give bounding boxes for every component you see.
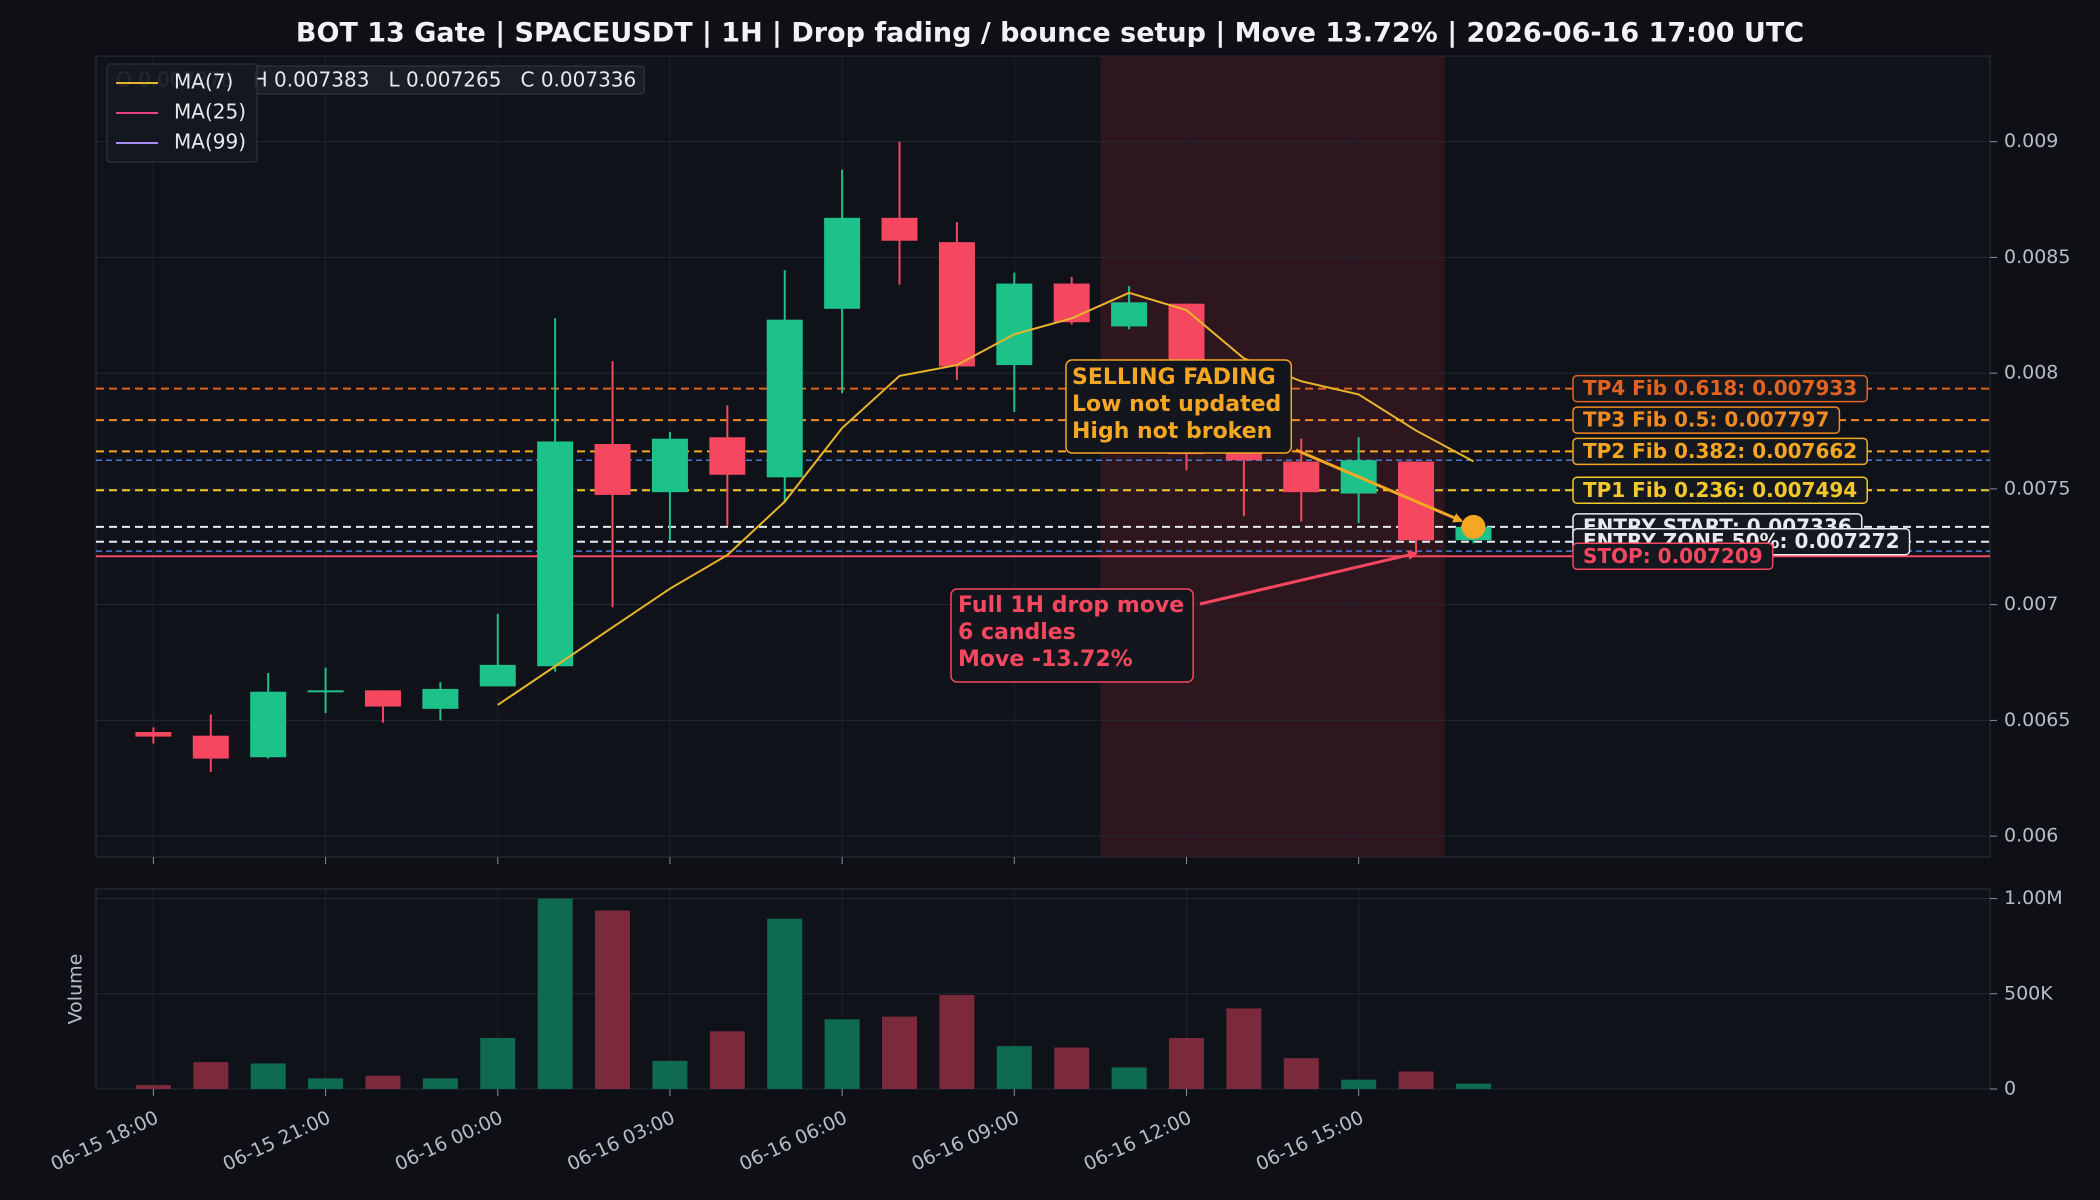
volume-bar	[1226, 1008, 1262, 1089]
y-tick-label: 500K	[2004, 982, 2053, 1004]
level-label: TP4 Fib 0.618: 0.007933	[1572, 374, 1868, 403]
volume-bar	[308, 1078, 344, 1089]
volume-bar	[480, 1037, 516, 1089]
y-tick-label: 0.006	[2004, 825, 2058, 847]
y-tick-label: 0.0065	[2004, 709, 2070, 731]
y-tick-label: 0.009	[2004, 130, 2058, 152]
volume-bar	[537, 898, 573, 1089]
level-label-text: TP2 Fib 0.382: 0.007662	[1583, 439, 1857, 463]
volume-bar	[1341, 1079, 1377, 1089]
y-tick-label: 0.007	[2004, 593, 2058, 615]
y-tick-label: 0.0085	[2004, 246, 2070, 268]
level-label-box	[1572, 437, 1868, 466]
annotation-text: Move -13.72%	[958, 647, 1133, 672]
volume-bar	[882, 1016, 918, 1089]
y-tick-label: 0.0075	[2004, 477, 2070, 499]
candle-body	[1111, 302, 1148, 327]
level-label-box	[1572, 406, 1841, 434]
candle-body	[250, 691, 287, 758]
legend-label: MA(25)	[174, 100, 246, 124]
volume-bar	[1111, 1067, 1147, 1089]
annotation-text: 6 candles	[958, 620, 1076, 645]
y-tick-label: 0.008	[2004, 362, 2058, 384]
candle-body	[651, 438, 688, 493]
candle-body	[594, 443, 631, 495]
level-label: TP3 Fib 0.5: 0.007797	[1572, 406, 1841, 434]
volume-bar	[595, 910, 631, 1089]
candle-body	[422, 688, 459, 709]
volume-bar	[652, 1060, 688, 1089]
level-label-box	[1572, 542, 1774, 571]
candle-body	[709, 437, 746, 475]
volume-bar	[422, 1078, 458, 1089]
level-label: TP2 Fib 0.382: 0.007662	[1572, 437, 1868, 466]
ma-line	[497, 291, 1474, 706]
candle-body	[881, 217, 918, 241]
volume-bar	[1283, 1058, 1319, 1089]
current-price-marker	[1461, 514, 1486, 539]
y-tick-label: 1.00M	[2004, 887, 2063, 909]
candle-body	[307, 690, 344, 693]
level-label: TP1 Fib 0.236: 0.007494	[1572, 476, 1868, 505]
volume-bar	[996, 1046, 1032, 1089]
level-label-text: TP3 Fib 0.5: 0.007797	[1583, 408, 1829, 432]
candle-body	[766, 319, 803, 478]
candle-body	[1053, 283, 1090, 323]
legend-label: MA(7)	[174, 70, 233, 94]
candle-body	[192, 735, 229, 759]
annotation-text: Full 1H drop move	[958, 593, 1184, 618]
annotation-text: Low not updated	[1072, 392, 1281, 417]
volume-panel	[95, 888, 1991, 1090]
candle-body	[996, 283, 1033, 366]
volume-bar	[709, 1031, 745, 1089]
annotation-box	[950, 588, 1194, 683]
volume-bar	[193, 1062, 229, 1089]
annotation-text: SELLING FADING	[1072, 365, 1276, 390]
level-label-box	[1572, 476, 1868, 505]
y-tick-label: 0	[2004, 1078, 2016, 1100]
legend-box	[106, 63, 258, 163]
legend-label: MA(99)	[174, 130, 246, 154]
volume-bar	[1054, 1047, 1090, 1089]
annotation-text: High not broken	[1072, 419, 1272, 444]
volume-axis-label: Volume	[65, 954, 87, 1025]
annotation-box	[1065, 359, 1293, 454]
candle-body	[1283, 461, 1320, 493]
volume-bar	[1455, 1083, 1491, 1089]
candle-body	[479, 664, 516, 687]
volume-bar	[1398, 1071, 1434, 1089]
candle-body	[938, 242, 975, 367]
candle-body	[364, 690, 401, 707]
level-label-text: STOP: 0.007209	[1583, 544, 1763, 568]
level-label: STOP: 0.007209	[1572, 542, 1774, 571]
candle-body	[135, 731, 172, 737]
highlight-region	[1100, 56, 1445, 857]
candle-body	[537, 441, 574, 667]
chart-title: BOT 13 Gate | SPACEUSDT | 1H | Drop fadi…	[296, 18, 1804, 49]
volume-bar	[767, 918, 803, 1089]
volume-bar	[1168, 1037, 1204, 1089]
volume-bar	[250, 1063, 286, 1089]
volume-bar	[939, 995, 975, 1089]
volume-bar	[135, 1085, 171, 1089]
level-label-box	[1572, 374, 1868, 403]
volume-bar	[365, 1075, 401, 1089]
level-label-text: TP1 Fib 0.236: 0.007494	[1583, 478, 1857, 502]
annotation-arrow	[1295, 448, 1464, 523]
level-label-text: TP4 Fib 0.618: 0.007933	[1583, 376, 1857, 400]
annotation-arrow	[1199, 550, 1419, 606]
candle-body	[824, 217, 861, 309]
volume-bar	[824, 1019, 860, 1089]
